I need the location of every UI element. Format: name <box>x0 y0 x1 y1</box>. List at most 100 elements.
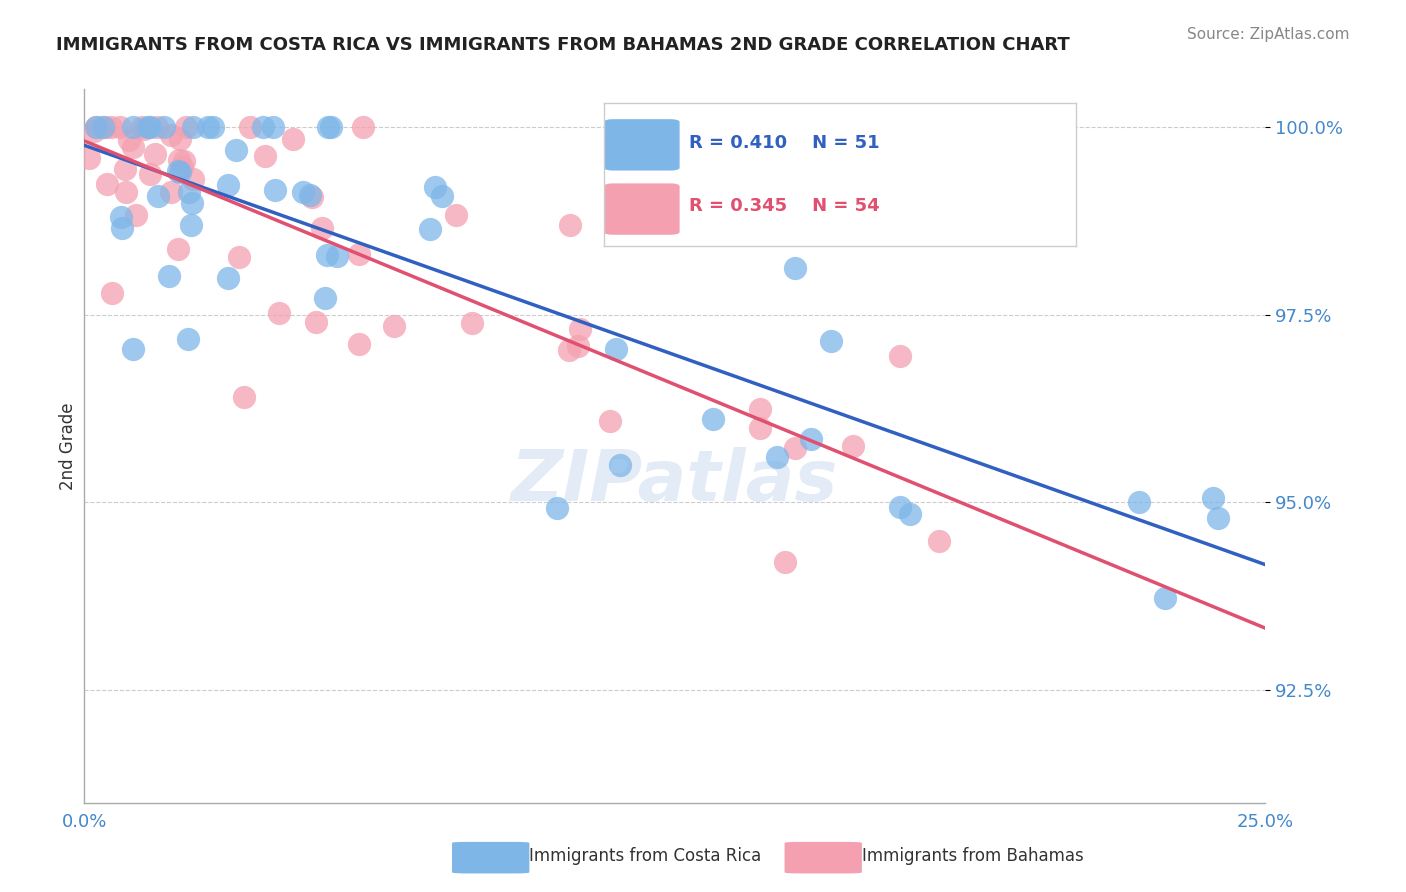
Point <box>122 343 145 357</box>
Point <box>152 120 174 134</box>
Point <box>143 146 166 161</box>
Point <box>314 291 336 305</box>
Point <box>111 221 134 235</box>
Point <box>1201 491 1223 505</box>
Point <box>1153 591 1175 606</box>
Point <box>122 120 145 134</box>
FancyBboxPatch shape <box>453 842 530 873</box>
Point <box>180 218 202 232</box>
Point <box>820 334 842 349</box>
Point <box>889 350 911 364</box>
Point <box>169 164 191 178</box>
Point <box>101 286 124 301</box>
Point <box>928 533 950 548</box>
Text: Source: ZipAtlas.com: Source: ZipAtlas.com <box>1187 27 1350 42</box>
Point <box>1206 511 1229 525</box>
Point <box>201 120 224 134</box>
Point <box>217 178 239 193</box>
Point <box>263 183 285 197</box>
Point <box>157 269 180 284</box>
Point <box>842 439 865 453</box>
Point <box>83 124 105 138</box>
Text: Immigrants from Costa Rica: Immigrants from Costa Rica <box>530 847 762 865</box>
Point <box>461 316 484 330</box>
Point <box>423 180 446 194</box>
Point <box>262 120 284 134</box>
Point <box>228 250 250 264</box>
Point <box>546 501 568 516</box>
Point <box>1128 495 1150 509</box>
Point <box>599 414 621 428</box>
Point <box>167 163 190 178</box>
Point <box>139 120 162 134</box>
Point <box>217 271 239 285</box>
Point <box>326 249 349 263</box>
Point <box>139 168 162 182</box>
Point <box>96 177 118 191</box>
Point <box>94 120 117 134</box>
Point <box>352 120 374 134</box>
Point <box>785 441 807 455</box>
Point <box>316 120 339 134</box>
Point <box>173 154 195 169</box>
Point <box>169 153 191 167</box>
Point <box>349 337 371 351</box>
Point <box>176 120 198 134</box>
Point <box>132 122 155 136</box>
Point <box>77 151 100 165</box>
Point <box>384 318 406 333</box>
Y-axis label: 2nd Grade: 2nd Grade <box>59 402 77 490</box>
Point <box>315 248 337 262</box>
Point <box>146 189 169 203</box>
Point <box>179 185 201 199</box>
Text: ZIPatlas: ZIPatlas <box>512 447 838 516</box>
Point <box>169 132 191 146</box>
Point <box>125 208 148 222</box>
Point <box>177 332 200 346</box>
Point <box>567 339 589 353</box>
Point <box>800 432 823 446</box>
Point <box>321 120 343 134</box>
Point <box>160 128 183 142</box>
Point <box>115 185 138 199</box>
Point <box>304 315 326 329</box>
Point <box>167 243 190 257</box>
Point <box>444 208 467 222</box>
Point <box>183 120 205 134</box>
Point <box>291 185 314 199</box>
Point <box>749 401 772 416</box>
Point <box>233 391 256 405</box>
Point <box>889 500 911 514</box>
FancyBboxPatch shape <box>785 842 862 873</box>
Point <box>181 172 204 186</box>
Point <box>298 187 321 202</box>
Point <box>558 218 581 232</box>
Point <box>568 322 591 336</box>
Point <box>430 189 453 203</box>
Point <box>347 246 370 260</box>
Point <box>84 120 107 134</box>
Point <box>118 133 141 147</box>
Point <box>775 555 797 569</box>
Point <box>609 458 631 473</box>
Point <box>122 139 145 153</box>
Point <box>713 223 735 237</box>
Point <box>108 120 131 134</box>
Point <box>145 120 167 134</box>
Point <box>91 120 114 134</box>
Point <box>136 120 159 134</box>
Point <box>239 120 262 134</box>
Point <box>110 210 132 224</box>
Text: IMMIGRANTS FROM COSTA RICA VS IMMIGRANTS FROM BAHAMAS 2ND GRADE CORRELATION CHAR: IMMIGRANTS FROM COSTA RICA VS IMMIGRANTS… <box>56 36 1070 54</box>
Point <box>100 120 122 134</box>
Point <box>783 260 806 275</box>
Point <box>311 220 333 235</box>
Point <box>225 143 247 157</box>
Point <box>254 149 277 163</box>
Point <box>180 196 202 211</box>
Point <box>252 120 274 134</box>
Point <box>749 421 772 435</box>
Point <box>766 450 789 464</box>
Point <box>172 160 194 174</box>
Point <box>605 342 627 356</box>
